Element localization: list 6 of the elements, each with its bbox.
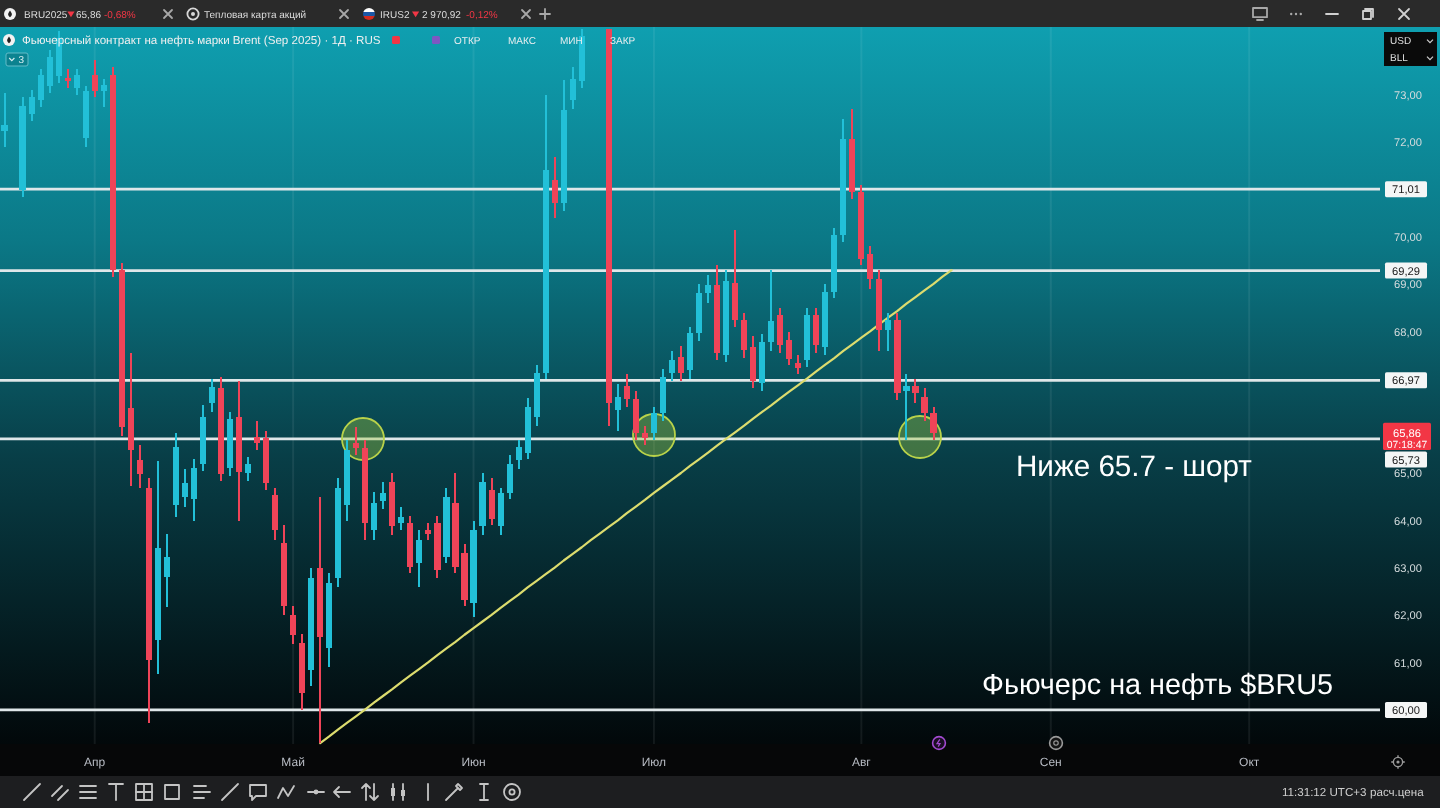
candlestick [903, 374, 910, 441]
line-series [319, 269, 953, 745]
annotation: Фьючерс на нефть $BRU5 [982, 670, 1334, 702]
candlestick [912, 378, 919, 403]
candlestick [1, 93, 8, 147]
annotation: Ниже 65.7 - шорт [1016, 452, 1253, 484]
